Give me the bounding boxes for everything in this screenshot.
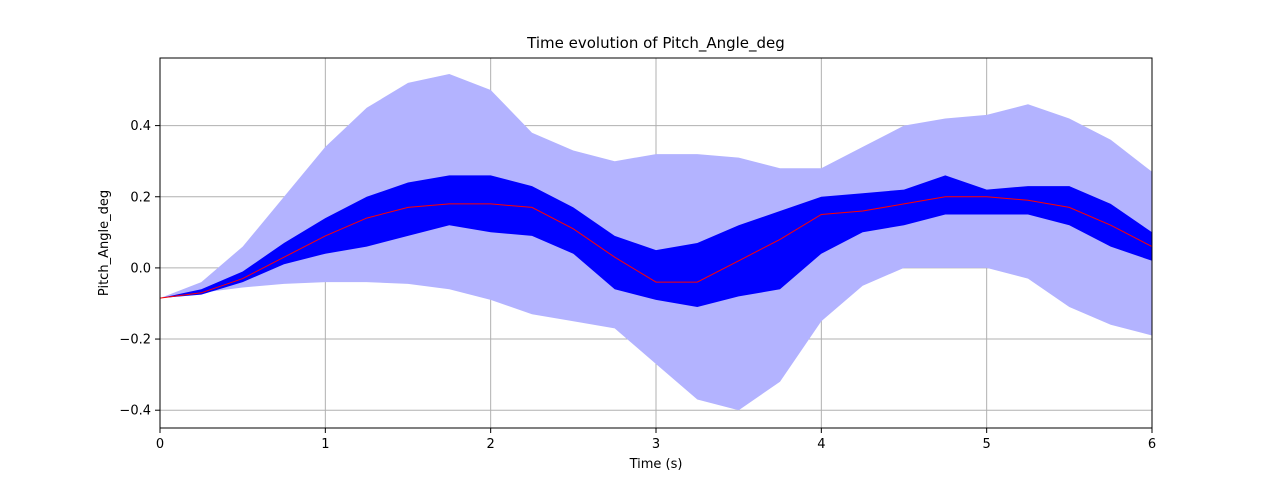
x-tick-label: 5: [983, 437, 991, 452]
mean-line: [159, 196, 1153, 299]
chart-title: Time evolution of Pitch_Angle_deg: [526, 34, 785, 53]
x-tick-label: 6: [1148, 437, 1156, 452]
y-axis: −0.4 −0.2 0.0 0.2 0.4: [119, 119, 160, 419]
y-tick-label: 0.0: [130, 261, 151, 276]
x-axis-title: Time (s): [629, 457, 683, 472]
y-tick-label: 0.4: [130, 119, 151, 134]
x-axis: 0 1 2 3 4 5 6: [156, 428, 1156, 452]
outer-band-area: [160, 74, 1152, 411]
bands: [159, 74, 1153, 411]
y-tick-label: −0.2: [119, 333, 151, 348]
x-tick-label: 0: [156, 437, 164, 452]
x-tick-label: 2: [487, 437, 495, 452]
x-tick-label: 3: [652, 437, 660, 452]
x-tick-label: 4: [817, 437, 825, 452]
y-tick-label: 0.2: [130, 190, 151, 205]
inner-band-area: [160, 175, 1152, 307]
y-axis-title: Pitch_Angle_deg: [97, 190, 112, 296]
y-tick-label: −0.4: [119, 404, 151, 419]
x-tick-label: 1: [321, 437, 329, 452]
